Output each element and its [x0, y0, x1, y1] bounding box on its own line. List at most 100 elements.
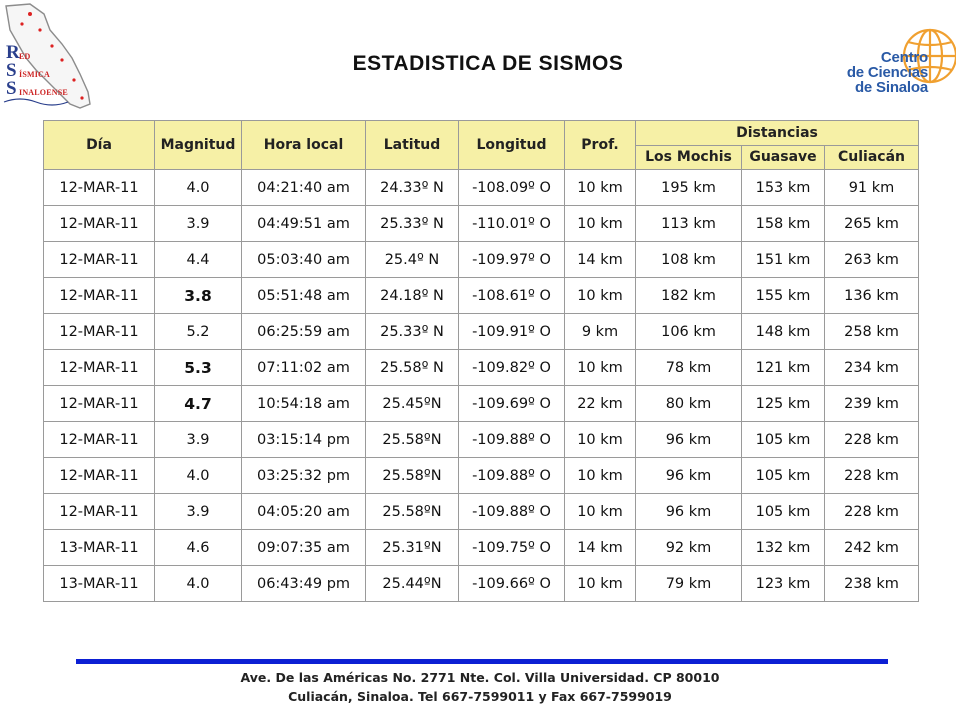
cell-profundidad: 14 km	[564, 241, 636, 278]
cell-guasave: 121 km	[741, 349, 825, 386]
logo-line-de-sinaloa: de Sinaloa	[854, 79, 928, 96]
cell-culiacan: 238 km	[823, 565, 920, 602]
header-profundidad: Prof.	[564, 120, 636, 170]
cell-los-mochis: 113 km	[635, 205, 742, 242]
cell-magnitud: 4.0	[154, 457, 242, 494]
cell-magnitud: 3.8	[154, 277, 242, 314]
cell-dia: 12-MAR-11	[43, 205, 155, 242]
cell-magnitud: 3.9	[154, 493, 242, 530]
cell-magnitud: 3.9	[154, 421, 242, 458]
cell-dia: 12-MAR-11	[43, 493, 155, 530]
cell-longitud: -109.97º O	[458, 241, 565, 278]
logo-letter-s1: S	[6, 60, 17, 81]
cell-magnitud: 4.0	[154, 565, 242, 602]
cell-los-mochis: 79 km	[635, 565, 742, 602]
cell-los-mochis: 96 km	[635, 457, 742, 494]
cell-latitud: 24.33º N	[365, 169, 459, 206]
footer-address-line: Ave. De las Américas No. 2771 Nte. Col. …	[240, 670, 720, 685]
cell-los-mochis: 80 km	[635, 385, 742, 422]
cell-longitud: -109.82º O	[458, 349, 565, 386]
cell-guasave: 105 km	[741, 421, 825, 458]
logo-word-sismica: ÍSMICA	[19, 70, 50, 79]
table-row: 12-MAR-11 4.4 05:03:40 am 25.4º N -109.97º O…	[43, 241, 920, 278]
logo-letter-s2: S	[6, 78, 17, 99]
cell-dia: 12-MAR-11	[43, 385, 155, 422]
cell-los-mochis: 78 km	[635, 349, 742, 386]
cell-guasave: 123 km	[741, 565, 825, 602]
table-row: 12-MAR-11 3.9 04:49:51 am 25.33º N -110.01º …	[43, 205, 920, 242]
cell-magnitud: 3.9	[154, 205, 242, 242]
cell-dia: 12-MAR-11	[43, 349, 155, 386]
globe-icon	[902, 28, 956, 84]
cell-culiacan: 263 km	[823, 241, 920, 278]
cell-latitud: 25.58º N	[365, 349, 459, 386]
cell-los-mochis: 195 km	[635, 169, 742, 206]
cell-latitud: 25.4º N	[365, 241, 459, 278]
page-title: ESTADISTICA DE SISMOS	[352, 52, 624, 75]
header-longitud: Longitud	[458, 120, 565, 170]
table-row: 12-MAR-11 4.0 04:21:40 am 24.33º N -108.09º …	[43, 169, 920, 206]
header-hora-local: Hora local	[241, 120, 366, 170]
header-latitud: Latitud	[365, 120, 459, 170]
cell-los-mochis: 96 km	[635, 421, 742, 458]
cell-magnitud: 4.7	[154, 385, 242, 422]
table-row: 12-MAR-11 5.3 07:11:02 am 25.58º N -109.82º …	[43, 349, 920, 386]
cell-culiacan: 91 km	[823, 169, 920, 206]
logo-letter-r: R	[6, 42, 20, 63]
cell-hora-local: 04:49:51 am	[241, 205, 366, 242]
cell-culiacan: 234 km	[823, 349, 920, 386]
header-dia: Día	[43, 120, 155, 170]
logo-word-red: ED	[19, 52, 31, 61]
cell-latitud: 25.58ºN	[365, 421, 459, 458]
cell-longitud: -108.09º O	[458, 169, 565, 206]
cell-dia: 12-MAR-11	[43, 169, 155, 206]
cell-hora-local: 04:21:40 am	[241, 169, 366, 206]
cell-guasave: 153 km	[741, 169, 825, 206]
cell-magnitud: 5.2	[154, 313, 242, 350]
cell-culiacan: 265 km	[823, 205, 920, 242]
cell-longitud: -109.91º O	[458, 313, 565, 350]
cell-longitud: -109.88º O	[458, 493, 565, 530]
cell-culiacan: 258 km	[823, 313, 920, 350]
cell-longitud: -108.61º O	[458, 277, 565, 314]
cell-magnitud: 4.0	[154, 169, 242, 206]
cell-guasave: 132 km	[741, 529, 825, 566]
cell-los-mochis: 108 km	[635, 241, 742, 278]
cell-los-mochis: 96 km	[635, 493, 742, 530]
cell-longitud: -109.69º O	[458, 385, 565, 422]
cell-latitud: 25.58ºN	[365, 493, 459, 530]
table-body: 12-MAR-11 4.0 04:21:40 am 24.33º N -108.09º …	[43, 169, 920, 602]
cell-dia: 13-MAR-11	[43, 529, 155, 566]
cell-profundidad: 10 km	[564, 457, 636, 494]
table-row: 12-MAR-11 4.7 10:54:18 am 25.45ºN -109.69º O…	[43, 385, 920, 422]
cell-los-mochis: 106 km	[635, 313, 742, 350]
cell-hora-local: 09:07:35 am	[241, 529, 366, 566]
cell-hora-local: 07:11:02 am	[241, 349, 366, 386]
cell-dia: 12-MAR-11	[43, 277, 155, 314]
cell-latitud: 25.44ºN	[365, 565, 459, 602]
cell-latitud: 25.58ºN	[365, 457, 459, 494]
header-culiacan: Culiacán	[823, 144, 920, 170]
table-row: 13-MAR-11 4.6 09:07:35 am 25.31ºN -109.75º O…	[43, 529, 920, 566]
cell-hora-local: 03:25:32 pm	[241, 457, 366, 494]
earthquake-statistics-table: Día Magnitud Hora local Latitud Longitud…	[43, 120, 920, 602]
cell-hora-local: 10:54:18 am	[241, 385, 366, 422]
cell-culiacan: 228 km	[823, 457, 920, 494]
cell-hora-local: 06:43:49 pm	[241, 565, 366, 602]
cell-profundidad: 10 km	[564, 169, 636, 206]
cell-latitud: 25.33º N	[365, 313, 459, 350]
cell-guasave: 155 km	[741, 277, 825, 314]
cell-culiacan: 239 km	[823, 385, 920, 422]
table-row: 12-MAR-11 5.2 06:25:59 am 25.33º N -109.91º …	[43, 313, 920, 350]
header-magnitud: Magnitud	[154, 120, 242, 170]
cell-magnitud: 4.6	[154, 529, 242, 566]
cell-dia: 12-MAR-11	[43, 241, 155, 278]
cell-profundidad: 10 km	[564, 421, 636, 458]
header-guasave: Guasave	[741, 144, 825, 170]
red-sismica-sinaloense-logo: R ED S ÍSMICA S INALOENSE	[0, 0, 96, 112]
cell-longitud: -109.75º O	[458, 529, 565, 566]
cell-hora-local: 03:15:14 pm	[241, 421, 366, 458]
footer-address: Ave. De las Américas No. 2771 Nte. Col. …	[0, 668, 960, 706]
cell-profundidad: 10 km	[564, 205, 636, 242]
cell-latitud: 25.33º N	[365, 205, 459, 242]
